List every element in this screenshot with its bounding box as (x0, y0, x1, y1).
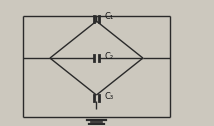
Text: C₁: C₁ (104, 12, 113, 21)
Text: C₃: C₃ (104, 92, 113, 101)
Text: C₂: C₂ (104, 52, 113, 61)
